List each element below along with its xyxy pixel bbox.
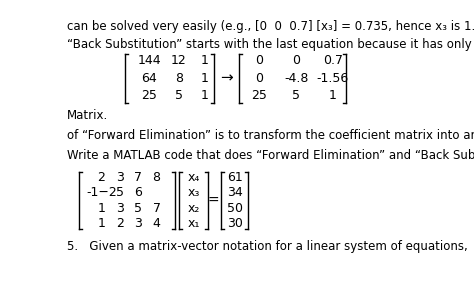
Text: Write a MATLAB code that does “Forward Elimination” and “Back Substitution.” The: Write a MATLAB code that does “Forward E… bbox=[66, 149, 474, 162]
Text: x₁: x₁ bbox=[187, 217, 200, 230]
Text: -1−2: -1−2 bbox=[86, 186, 117, 199]
Text: can be solved very easily (e.g., [0  0  0.7] [x₃] = 0.735, hence x₃ is 1.050.): can be solved very easily (e.g., [0 0 0.… bbox=[66, 20, 474, 33]
Text: 50: 50 bbox=[227, 202, 243, 215]
Text: 1: 1 bbox=[201, 72, 208, 85]
Text: 5.   Given a matrix-vector notation for a linear system of equations,: 5. Given a matrix-vector notation for a … bbox=[66, 240, 467, 253]
Text: -1.56: -1.56 bbox=[317, 72, 349, 85]
Text: x₃: x₃ bbox=[187, 186, 200, 199]
Text: 61: 61 bbox=[227, 171, 243, 184]
Text: Matrix.: Matrix. bbox=[66, 109, 108, 122]
Text: 5: 5 bbox=[174, 90, 182, 102]
Text: 8: 8 bbox=[174, 72, 182, 85]
Text: 0.7: 0.7 bbox=[323, 54, 343, 67]
Text: 0: 0 bbox=[255, 72, 264, 85]
Text: 30: 30 bbox=[227, 217, 243, 230]
Text: 2: 2 bbox=[98, 171, 105, 184]
Text: x₄: x₄ bbox=[187, 171, 200, 184]
Text: 1: 1 bbox=[98, 217, 105, 230]
Text: 1: 1 bbox=[98, 202, 105, 215]
Text: 25: 25 bbox=[141, 90, 157, 102]
Text: 1: 1 bbox=[329, 90, 337, 102]
Text: 0: 0 bbox=[292, 54, 300, 67]
Text: x₂: x₂ bbox=[187, 202, 200, 215]
Text: 34: 34 bbox=[227, 186, 243, 199]
Text: 1: 1 bbox=[201, 90, 208, 102]
Text: 7: 7 bbox=[134, 171, 142, 184]
Text: 5: 5 bbox=[292, 90, 300, 102]
Text: 64: 64 bbox=[141, 72, 157, 85]
Text: 0: 0 bbox=[255, 54, 264, 67]
Text: 5: 5 bbox=[134, 202, 142, 215]
Text: 4: 4 bbox=[153, 217, 161, 230]
Text: 5: 5 bbox=[116, 186, 124, 199]
Text: -4.8: -4.8 bbox=[284, 72, 309, 85]
Text: 1: 1 bbox=[201, 54, 208, 67]
Text: 3: 3 bbox=[116, 202, 124, 215]
Text: 7: 7 bbox=[153, 202, 161, 215]
Text: 25: 25 bbox=[252, 90, 267, 102]
Text: 3: 3 bbox=[116, 171, 124, 184]
Text: 144: 144 bbox=[137, 54, 161, 67]
Text: =: = bbox=[208, 194, 219, 208]
Text: 6: 6 bbox=[134, 186, 142, 199]
Text: 3: 3 bbox=[134, 217, 142, 230]
Text: →: → bbox=[220, 71, 233, 86]
Text: of “Forward Elimination” is to transform the coefficient matrix into an Upper Tr: of “Forward Elimination” is to transform… bbox=[66, 129, 474, 142]
Text: 8: 8 bbox=[153, 171, 161, 184]
Text: 12: 12 bbox=[171, 54, 186, 67]
Text: 2: 2 bbox=[116, 217, 124, 230]
Text: “Back Substitution” starts with the last equation because it has only one unknow: “Back Substitution” starts with the last… bbox=[66, 38, 474, 51]
